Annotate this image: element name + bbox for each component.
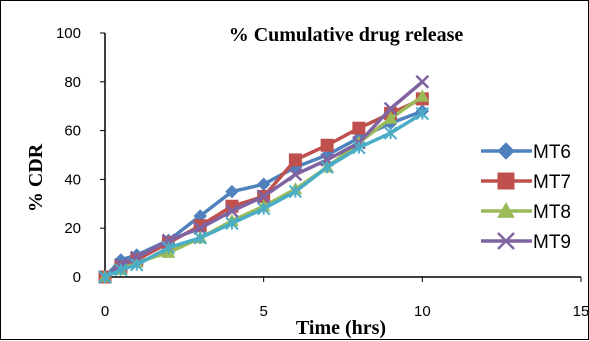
data-point-mt9 — [415, 74, 430, 89]
data-point-unnamed-5 — [161, 241, 176, 255]
data-point-mt9 — [256, 189, 271, 204]
x-tick-label: 5 — [259, 303, 267, 320]
legend-label-mt8: MT8 — [533, 202, 571, 223]
chart-title: % Cumulative drug release — [229, 24, 464, 46]
data-point-unnamed-5 — [415, 106, 430, 121]
series-line-unnamed-5 — [104, 112, 424, 279]
y-tick-label: 80 — [64, 74, 81, 91]
data-point-mt8 — [383, 111, 398, 124]
data-point-unnamed-5 — [225, 216, 239, 231]
axes: 0 5 10 15 0 20 40 60 80 100 — [56, 25, 589, 320]
y-tick-label: 40 — [64, 171, 81, 188]
legend-marker-mt7 — [497, 172, 515, 190]
data-point-unnamed-5 — [320, 160, 334, 174]
data-point-unnamed-5 — [352, 140, 366, 155]
data-point-mt9 — [225, 204, 239, 219]
data-point-mt9 — [383, 101, 398, 116]
data-point-unnamed-5 — [383, 126, 398, 140]
data-point-mt7 — [320, 138, 334, 152]
x-tick-label: 15 — [573, 303, 589, 320]
y-tick-label: 20 — [64, 220, 81, 237]
plot-area — [98, 74, 430, 284]
legend-label-mt6: MT6 — [533, 142, 571, 163]
data-point-mt7 — [352, 121, 366, 135]
legend-item-mt6: MT6 — [481, 142, 571, 163]
legend-label-mt9: MT9 — [533, 232, 571, 253]
data-point-unnamed-5 — [130, 258, 144, 272]
data-point-mt6 — [225, 184, 239, 199]
y-axis-title: % CDR — [25, 143, 47, 212]
y-tick-label: 60 — [64, 123, 81, 140]
x-tick-label: 0 — [101, 303, 109, 320]
data-point-mt9 — [288, 167, 303, 182]
legend-label-mt7: MT7 — [533, 172, 571, 193]
legend-item-mt7: MT7 — [481, 172, 571, 193]
legend: MT6 MT7 MT8 MT9 — [481, 142, 571, 253]
series-unnamed-5 — [98, 106, 430, 284]
legend-marker-mt6 — [497, 142, 515, 160]
data-point-unnamed-5 — [256, 201, 271, 216]
legend-item-mt8: MT8 — [481, 201, 571, 223]
y-tick-label: 100 — [56, 25, 81, 42]
legend-marker-mt8 — [497, 201, 515, 218]
x-tick-label: 10 — [414, 303, 431, 320]
legend-item-mt9: MT9 — [481, 232, 571, 253]
data-point-unnamed-5 — [114, 262, 128, 277]
data-point-mt9 — [193, 221, 208, 236]
x-axis-title: Time (hrs) — [296, 317, 386, 339]
data-point-unnamed-5 — [98, 270, 112, 284]
data-point-unnamed-5 — [288, 184, 303, 199]
data-point-unnamed-5 — [193, 231, 207, 245]
y-tick-label: 0 — [73, 269, 81, 286]
data-point-mt8 — [415, 89, 430, 102]
data-point-mt7 — [288, 153, 302, 167]
legend-marker-mt9 — [497, 232, 515, 250]
